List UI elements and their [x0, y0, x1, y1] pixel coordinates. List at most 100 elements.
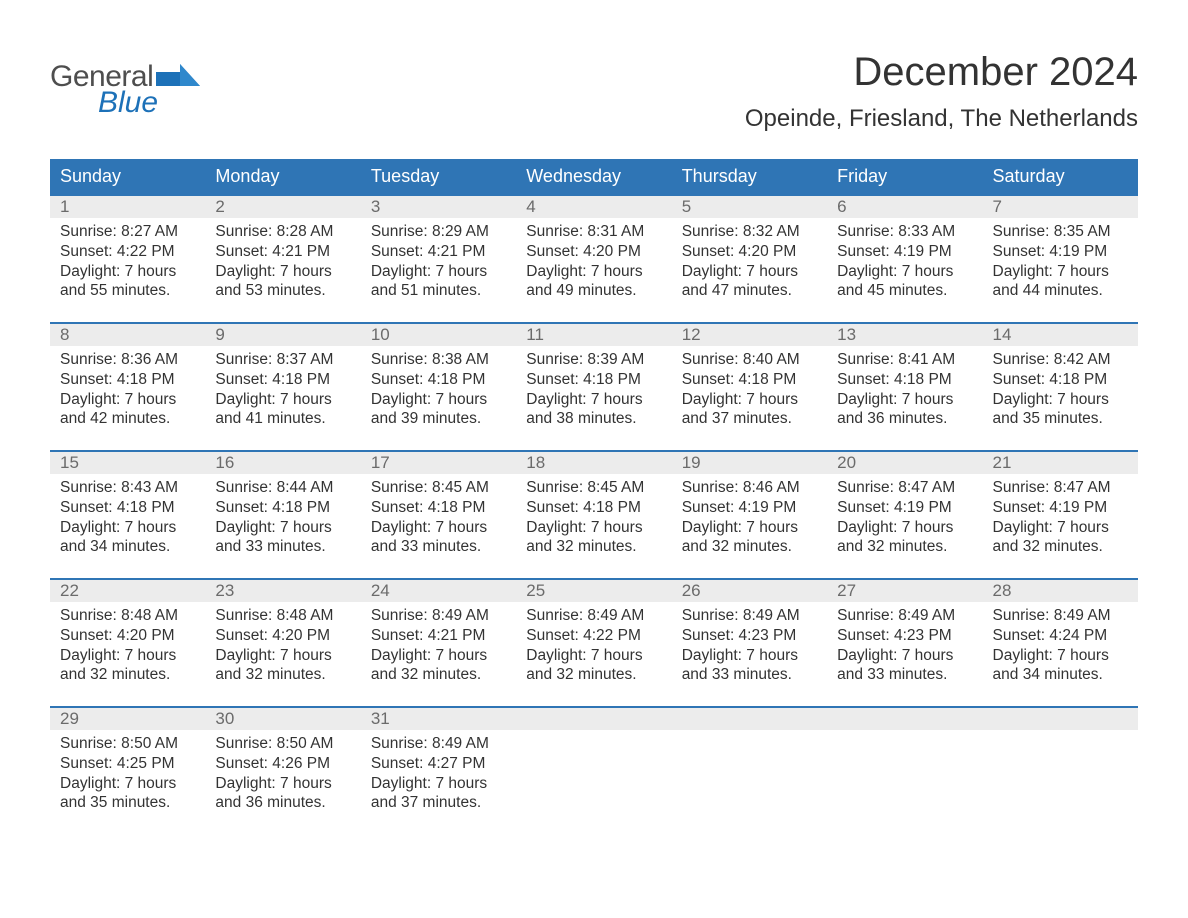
daylight-line-2: and 33 minutes.: [371, 537, 506, 557]
day-cell: Sunrise: 8:49 AMSunset: 4:23 PMDaylight:…: [672, 602, 827, 696]
day-cell: Sunrise: 8:50 AMSunset: 4:26 PMDaylight:…: [205, 730, 360, 824]
day-number: 8: [50, 324, 205, 346]
daylight-line-2: and 36 minutes.: [837, 409, 972, 429]
day-number: [983, 708, 1138, 730]
daynum-row: 293031: [50, 708, 1138, 730]
day-cell: [516, 730, 671, 824]
day-number: 1: [50, 196, 205, 218]
daylight-line-2: and 32 minutes.: [526, 665, 661, 685]
daynum-row: 22232425262728: [50, 580, 1138, 602]
daylight-line-2: and 34 minutes.: [993, 665, 1128, 685]
logo-text-blue: Blue: [98, 86, 200, 120]
sunrise-line: Sunrise: 8:31 AM: [526, 222, 661, 242]
sunrise-line: Sunrise: 8:29 AM: [371, 222, 506, 242]
day-cell: Sunrise: 8:40 AMSunset: 4:18 PMDaylight:…: [672, 346, 827, 440]
daynum-row: 15161718192021: [50, 452, 1138, 474]
sunset-line: Sunset: 4:18 PM: [837, 370, 972, 390]
day-number: [516, 708, 671, 730]
daylight-line-2: and 39 minutes.: [371, 409, 506, 429]
daylight-line-1: Daylight: 7 hours: [215, 774, 350, 794]
daylight-line-2: and 32 minutes.: [837, 537, 972, 557]
day-cell: Sunrise: 8:35 AMSunset: 4:19 PMDaylight:…: [983, 218, 1138, 312]
daylight-line-2: and 53 minutes.: [215, 281, 350, 301]
sunrise-line: Sunrise: 8:46 AM: [682, 478, 817, 498]
day-number: [672, 708, 827, 730]
dow-cell: Friday: [827, 159, 982, 194]
sunset-line: Sunset: 4:22 PM: [60, 242, 195, 262]
daylight-line-2: and 42 minutes.: [60, 409, 195, 429]
daylight-line-2: and 35 minutes.: [60, 793, 195, 813]
sunset-line: Sunset: 4:25 PM: [60, 754, 195, 774]
calendar: SundayMondayTuesdayWednesdayThursdayFrid…: [50, 159, 1138, 834]
sunrise-line: Sunrise: 8:49 AM: [526, 606, 661, 626]
content-row: Sunrise: 8:27 AMSunset: 4:22 PM Daylight:…: [50, 218, 1138, 322]
daylight-line-2: and 33 minutes.: [682, 665, 817, 685]
day-number: 30: [205, 708, 360, 730]
day-number: 9: [205, 324, 360, 346]
daylight-line-2: and 37 minutes.: [682, 409, 817, 429]
days-of-week-header: SundayMondayTuesdayWednesdayThursdayFrid…: [50, 159, 1138, 194]
daylight-line-1: Daylight: 7 hours: [682, 518, 817, 538]
header: General Blue December 2024 Opeinde, Frie…: [50, 50, 1138, 133]
daylight-line-1: Daylight: 7 hours: [371, 518, 506, 538]
daylight-line-1: Daylight: 7 hours: [682, 646, 817, 666]
daylight-line-1: Daylight: 7 hours: [682, 390, 817, 410]
title-block: December 2024 Opeinde, Friesland, The Ne…: [745, 50, 1138, 133]
day-cell: Sunrise: 8:47 AMSunset: 4:19 PMDaylight:…: [983, 474, 1138, 568]
daylight-line-2: and 41 minutes.: [215, 409, 350, 429]
day-cell: Sunrise: 8:49 AMSunset: 4:24 PMDaylight:…: [983, 602, 1138, 696]
daylight-line-1: Daylight: 7 hours: [371, 390, 506, 410]
sunrise-line: Sunrise: 8:41 AM: [837, 350, 972, 370]
daylight-line-2: and 38 minutes.: [526, 409, 661, 429]
daylight-line-1: Daylight: 7 hours: [993, 518, 1128, 538]
day-number: [827, 708, 982, 730]
daylight-line-2: and 47 minutes.: [682, 281, 817, 301]
sunset-line: Sunset: 4:27 PM: [371, 754, 506, 774]
sunrise-line: Sunrise: 8:48 AM: [60, 606, 195, 626]
dow-cell: Tuesday: [361, 159, 516, 194]
location: Opeinde, Friesland, The Netherlands: [745, 105, 1138, 133]
sunset-line: Sunset: 4:18 PM: [215, 370, 350, 390]
day-cell: Sunrise: 8:32 AMSunset: 4:20 PMDaylight:…: [672, 218, 827, 312]
daylight-line-2: and 33 minutes.: [837, 665, 972, 685]
daylight-line-2: and 32 minutes.: [526, 537, 661, 557]
daylight-line-1: Daylight: 7 hours: [60, 774, 195, 794]
daylight-line-1: Daylight: 7 hours: [526, 646, 661, 666]
day-cell: Sunrise: 8:33 AMSunset: 4:19 PMDaylight:…: [827, 218, 982, 312]
sunrise-line: Sunrise: 8:27 AM: [60, 222, 195, 242]
sunrise-line: Sunrise: 8:50 AM: [215, 734, 350, 754]
day-number: 4: [516, 196, 671, 218]
content-row: Sunrise: 8:48 AM Sunset: 4:20 PM Daylight:…: [50, 602, 1138, 706]
daylight-line-1: Daylight: 7 hours: [837, 262, 972, 282]
daylight-line-1: Daylight: 7 hours: [215, 390, 350, 410]
daylight-line-2: and 33 minutes.: [215, 537, 350, 557]
day-cell: Sunrise: 8:38 AMSunset: 4:18 PMDaylight:…: [361, 346, 516, 440]
sunset-line: Sunset: 4:19 PM: [993, 242, 1128, 262]
day-number: 5: [672, 196, 827, 218]
sunset-line: Sunset: 4:22 PM: [526, 626, 661, 646]
daylight-line-1: Daylight: 7 hours: [371, 262, 506, 282]
week-row: 22232425262728 Sunrise: 8:48 AM Sunset: 4:…: [50, 578, 1138, 706]
sunset-line: Sunset: 4:20 PM: [682, 242, 817, 262]
day-cell: Sunrise: 8:41 AMSunset: 4:18 PMDaylight:…: [827, 346, 982, 440]
sunset-line: Sunset: 4:20 PM: [215, 626, 350, 646]
dow-cell: Monday: [205, 159, 360, 194]
daylight-line-1: Daylight: 7 hours: [60, 390, 195, 410]
day-cell: Sunrise: 8:44 AMSunset: 4:18 PMDaylight:…: [205, 474, 360, 568]
sunrise-line: Sunrise: 8:45 AM: [526, 478, 661, 498]
daylight-line-1: Daylight: 7 hours: [371, 646, 506, 666]
day-cell: Sunrise: 8:39 AMSunset: 4:18 PMDaylight:…: [516, 346, 671, 440]
sunset-line: Sunset: 4:24 PM: [993, 626, 1128, 646]
day-number: 29: [50, 708, 205, 730]
day-number: 13: [827, 324, 982, 346]
daylight-line-1: Daylight: 7 hours: [526, 518, 661, 538]
daylight-line-1: Daylight: 7 hours: [60, 646, 195, 666]
sunset-line: Sunset: 4:18 PM: [526, 370, 661, 390]
day-cell: Sunrise: 8:49 AMSunset: 4:27 PMDaylight:…: [361, 730, 516, 824]
daylight-line-1: Daylight: 7 hours: [60, 518, 195, 538]
day-number: 16: [205, 452, 360, 474]
daylight-line-1: Daylight: 7 hours: [371, 774, 506, 794]
day-cell: Sunrise: 8:49 AMSunset: 4:22 PMDaylight:…: [516, 602, 671, 696]
daylight-line-1: Daylight: 7 hours: [993, 262, 1128, 282]
day-cell: Sunrise: 8:29 AMSunset: 4:21 PMDaylight:…: [361, 218, 516, 312]
